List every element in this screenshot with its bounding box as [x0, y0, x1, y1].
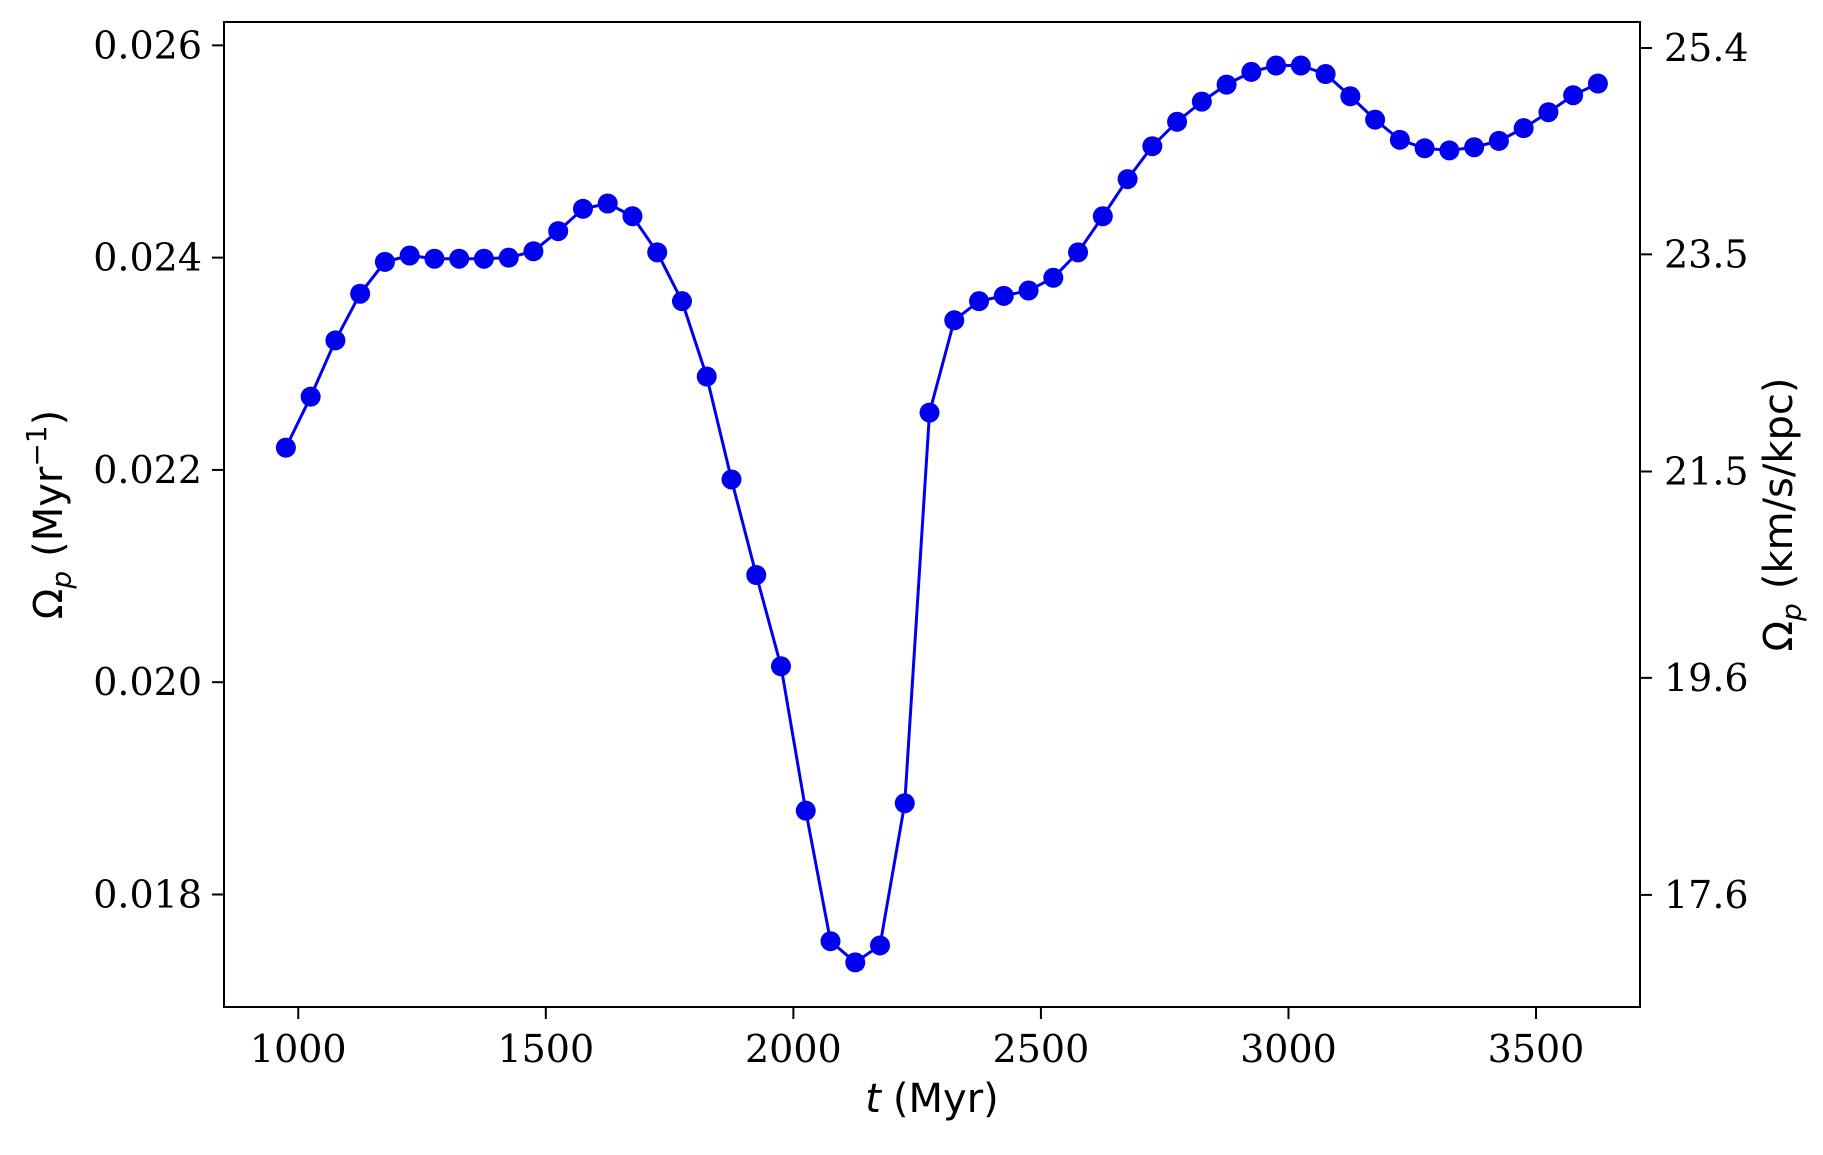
data-point: [374, 251, 395, 272]
axes-frame: [223, 21, 1641, 1008]
data-point: [1266, 55, 1287, 76]
y-right-tick-label: 19.6: [1664, 656, 1749, 700]
data-point: [1092, 206, 1113, 227]
axis-labels: t (Myr) Ωp (Myr−1) Ωp (km/s/kpc): [20, 377, 1808, 1122]
data-point: [1117, 169, 1138, 190]
data-point: [1389, 129, 1410, 150]
y-right-axis-unit: (km/s/kpc): [1756, 377, 1802, 589]
data-point: [1464, 137, 1485, 158]
data-point: [993, 285, 1014, 306]
data-point: [919, 402, 940, 423]
x-tick-label: 3000: [1240, 1027, 1337, 1071]
x-tick-label: 2500: [993, 1027, 1090, 1071]
y-right-axis-label: Ωp (km/s/kpc): [1756, 377, 1808, 651]
data-point: [1513, 118, 1534, 139]
data-point: [1340, 86, 1361, 107]
data-point: [424, 248, 445, 269]
y-tick-label: 0.018: [93, 872, 202, 916]
y-axis-unit-exponent: −1: [20, 425, 53, 466]
y-right-axis-symbol: Ω: [1756, 621, 1802, 652]
data-point: [1365, 109, 1386, 130]
y-axis-symbol: Ω: [26, 589, 72, 620]
x-tick-label: 3500: [1488, 1027, 1585, 1071]
y-right-tick-label: 17.6: [1664, 873, 1749, 917]
data-point: [1068, 242, 1089, 263]
data-point: [1043, 267, 1064, 288]
x-tick-label: 1000: [250, 1027, 347, 1071]
data-point: [325, 330, 346, 351]
data-point: [622, 206, 643, 227]
y-tick-label: 0.020: [93, 660, 202, 704]
plot-area: [224, 22, 1640, 1007]
data-point: [1538, 102, 1559, 123]
y-right-axis-subscript: p: [1775, 603, 1808, 622]
data-point: [300, 386, 321, 407]
data-point: [1142, 136, 1163, 157]
y-tick-label: 0.024: [93, 236, 202, 280]
data-point: [1439, 140, 1460, 161]
data-point: [696, 366, 717, 387]
series-group: [275, 55, 1608, 973]
data-point: [671, 291, 692, 312]
data-point: [350, 283, 371, 304]
data-point: [1216, 74, 1237, 95]
data-point: [473, 248, 494, 269]
y-axis-subscript: p: [45, 571, 78, 590]
data-point: [449, 248, 470, 269]
y-axis-label: Ωp (Myr−1): [20, 410, 78, 619]
tick-labels: 1000 1500 2000 2500 3000 3500 0.018 0.020 0.022 0…: [93, 23, 1748, 1071]
data-point: [399, 245, 420, 266]
y-tick-label: 0.022: [93, 448, 202, 492]
data-point: [1488, 130, 1509, 151]
x-axis-variable: t: [865, 1076, 882, 1122]
axes: [212, 21, 1652, 1019]
data-point: [870, 935, 891, 956]
y-tick-label: 0.026: [93, 23, 202, 67]
data-point: [1167, 111, 1188, 132]
x-tick-label: 1500: [497, 1027, 594, 1071]
y-axis-unit: (Myr: [26, 466, 72, 557]
data-point: [1191, 91, 1212, 112]
data-point: [1414, 138, 1435, 159]
data-point: [572, 198, 593, 219]
data-point: [746, 565, 767, 585]
data-point: [1563, 85, 1584, 106]
plot-background: [224, 22, 1640, 1007]
data-point: [770, 656, 791, 677]
data-point: [275, 437, 296, 458]
data-point: [795, 800, 816, 821]
x-axis-unit: (Myr): [893, 1076, 999, 1122]
x-axis-label: t (Myr): [865, 1076, 999, 1122]
y-right-tick-label: 23.5: [1664, 232, 1749, 276]
data-point: [845, 952, 866, 973]
data-point: [1241, 61, 1262, 82]
data-point: [1018, 280, 1039, 301]
data-point: [523, 241, 544, 262]
data-point: [498, 247, 519, 268]
x-tick-label: 2000: [745, 1027, 842, 1071]
data-point: [548, 221, 569, 242]
data-point: [1290, 55, 1311, 76]
data-point: [894, 793, 915, 814]
data-point: [1587, 73, 1608, 94]
data-point: [597, 193, 618, 214]
data-point: [969, 291, 990, 312]
data-point: [944, 310, 965, 331]
y-axis-unit-close: ): [26, 410, 72, 426]
data-point: [721, 469, 742, 490]
y-right-tick-label: 25.4: [1664, 26, 1749, 70]
y-right-tick-label: 21.5: [1664, 450, 1749, 494]
data-point: [1315, 64, 1336, 85]
data-point: [820, 931, 841, 952]
data-point: [647, 242, 668, 263]
